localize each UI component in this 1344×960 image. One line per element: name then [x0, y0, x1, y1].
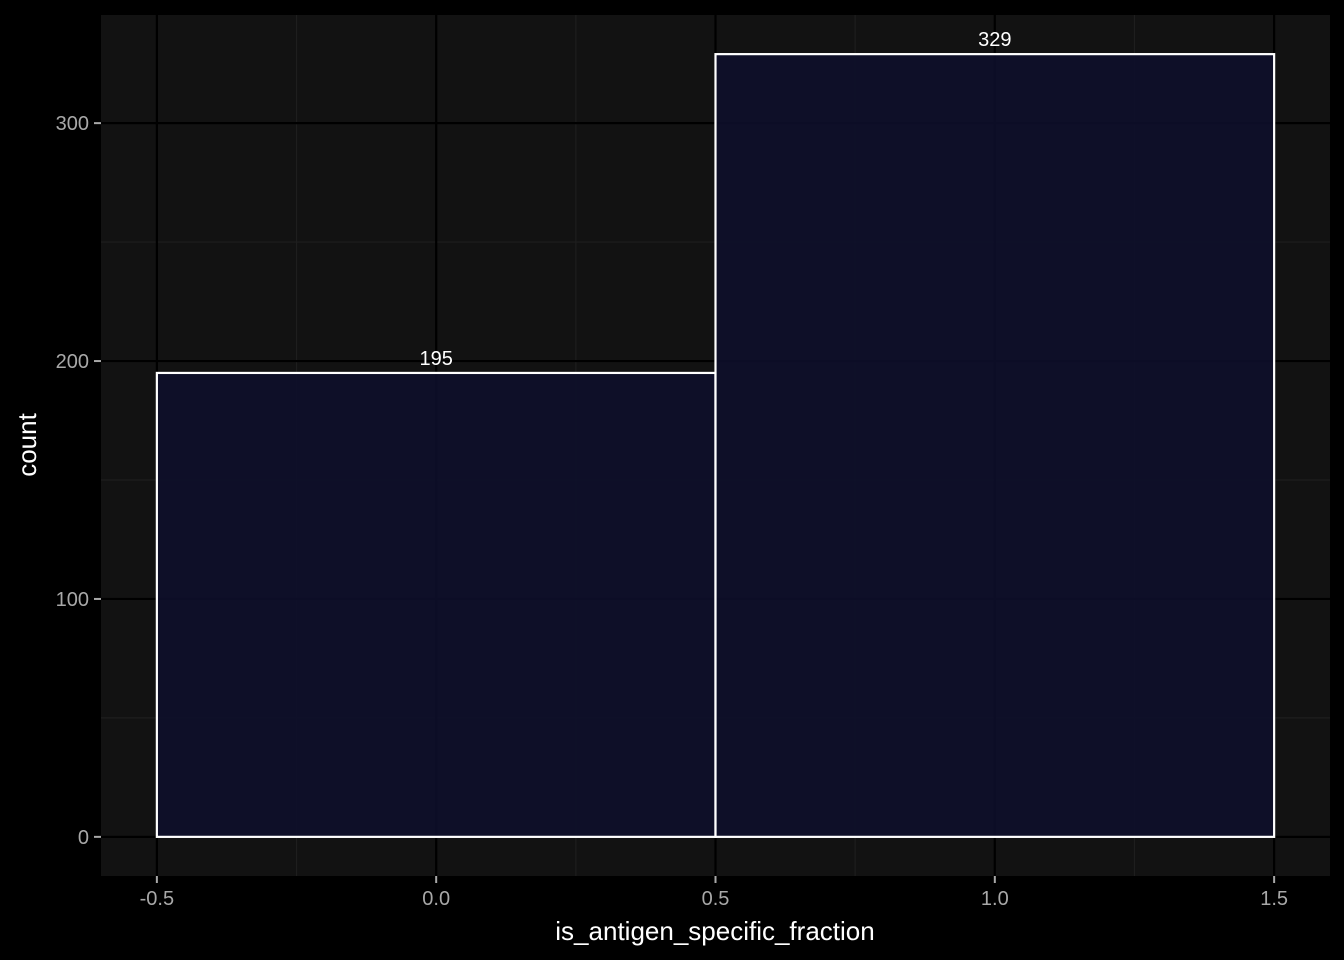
x-tick-label: 1.0	[981, 888, 1009, 910]
bar-value-label: 195	[419, 348, 452, 370]
bars	[155, 53, 1276, 838]
x-tick-label: 1.5	[1260, 888, 1288, 910]
histogram-bar	[714, 53, 1276, 838]
y-tick-label: 0	[78, 827, 89, 849]
x-axis-title: is_antigen_specific_fraction	[555, 916, 874, 946]
bar-value-label: 329	[978, 29, 1011, 51]
x-tick-label: 0.0	[422, 888, 450, 910]
y-tick-label: 200	[56, 351, 89, 373]
y-tick-label: 100	[56, 589, 89, 611]
bar-labels: 195 329	[419, 29, 1011, 370]
x-tick-label: 0.5	[702, 888, 730, 910]
histogram-bar	[155, 371, 717, 838]
y-axis-title: count	[12, 412, 42, 476]
y-axis: 0 100 200 300	[56, 113, 101, 849]
x-tick-label: -0.5	[140, 888, 174, 910]
y-tick-label: 300	[56, 113, 89, 135]
x-axis: -0.5 0.0 0.5 1.0 1.5	[140, 876, 1288, 910]
